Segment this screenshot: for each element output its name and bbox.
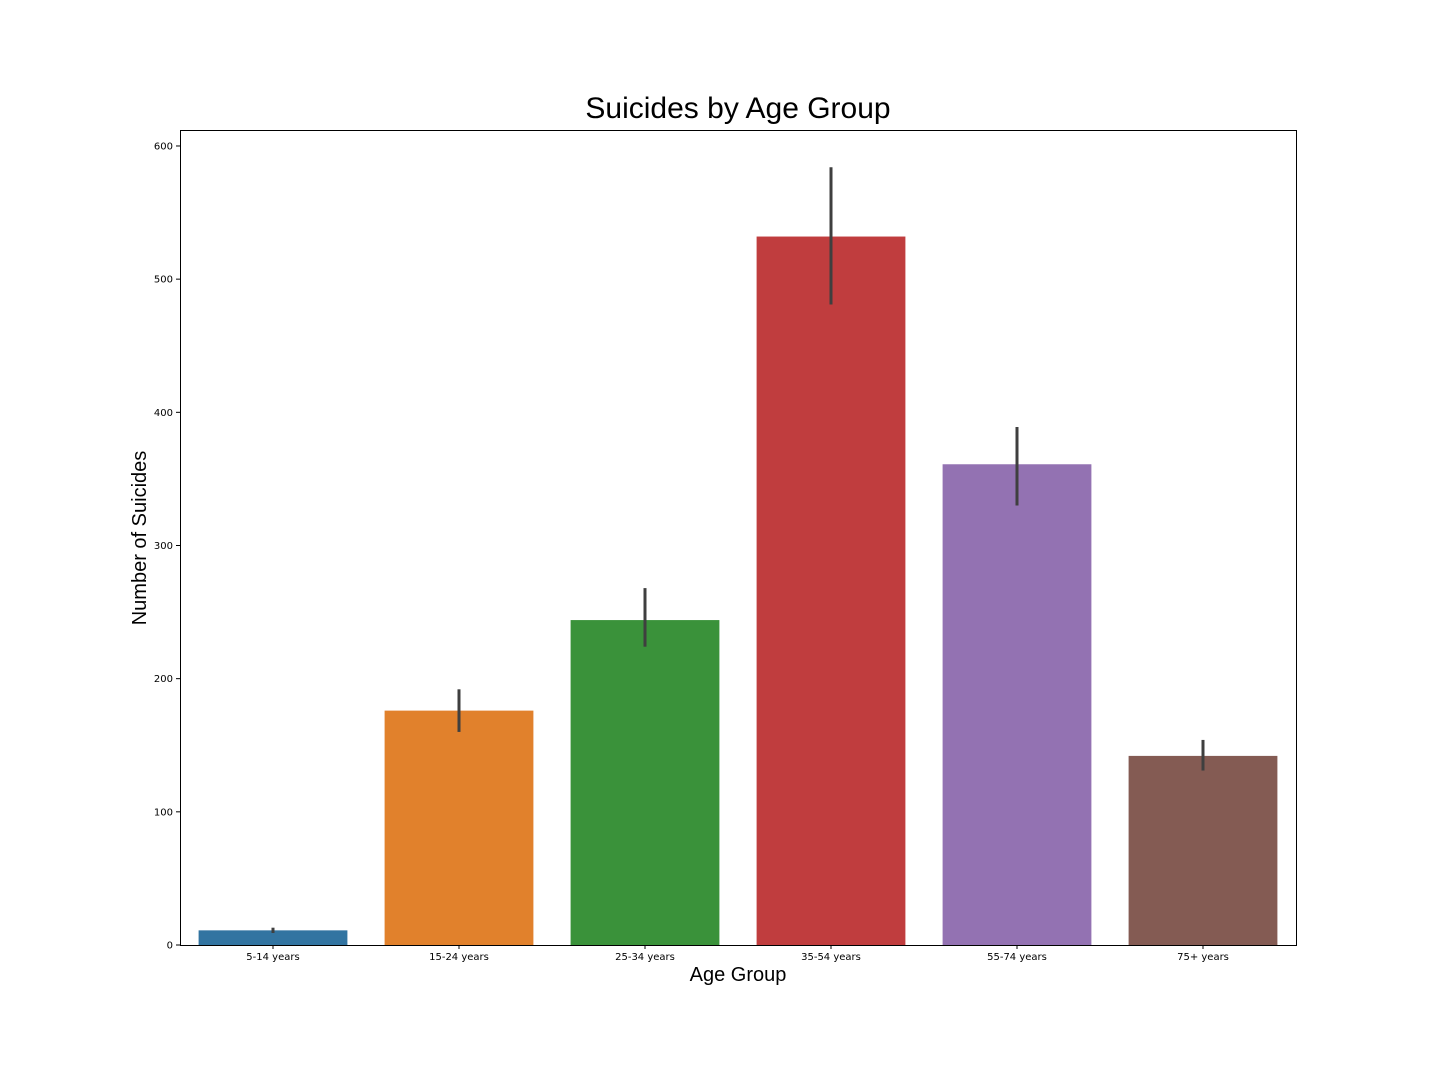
y-tick-label: 300 <box>154 541 173 552</box>
x-axis-ticks: 5-14 years 15-24 years 25-34 years 35-54 ye… <box>246 945 1229 963</box>
y-tick-label: 500 <box>154 275 173 286</box>
x-tick-label: 75+ years <box>1177 952 1229 963</box>
bar-35-54-years <box>756 236 906 946</box>
bar-25-34-years <box>570 620 720 945</box>
bar-5-14-years <box>198 930 348 945</box>
error-bars-layer <box>271 167 1205 934</box>
x-tick-label: 55-74 years <box>987 952 1047 963</box>
chart-title: Suicides by Age Group <box>585 92 890 125</box>
x-tick-label: 15-24 years <box>429 952 489 963</box>
y-tick-label: 200 <box>154 674 173 685</box>
y-tick-label: 600 <box>154 141 173 152</box>
bar-15-24-years <box>384 710 534 945</box>
y-axis-ticks: 0 100 200 300 400 500 600 <box>154 141 180 952</box>
y-axis-label: Number of Suicides <box>129 451 151 626</box>
plot-frame <box>180 130 1297 946</box>
bar-55-74-years <box>942 464 1092 945</box>
y-tick-label: 0 <box>167 941 173 952</box>
x-tick-label: 35-54 years <box>801 952 861 963</box>
x-tick-label: 25-34 years <box>615 952 675 963</box>
x-tick-label: 5-14 years <box>246 952 299 963</box>
y-tick-label: 100 <box>154 807 173 818</box>
y-tick-label: 400 <box>154 408 173 419</box>
x-axis-label: Age Group <box>690 964 787 986</box>
bar-75plus-years <box>1128 755 1278 945</box>
bars-layer <box>198 236 1278 946</box>
